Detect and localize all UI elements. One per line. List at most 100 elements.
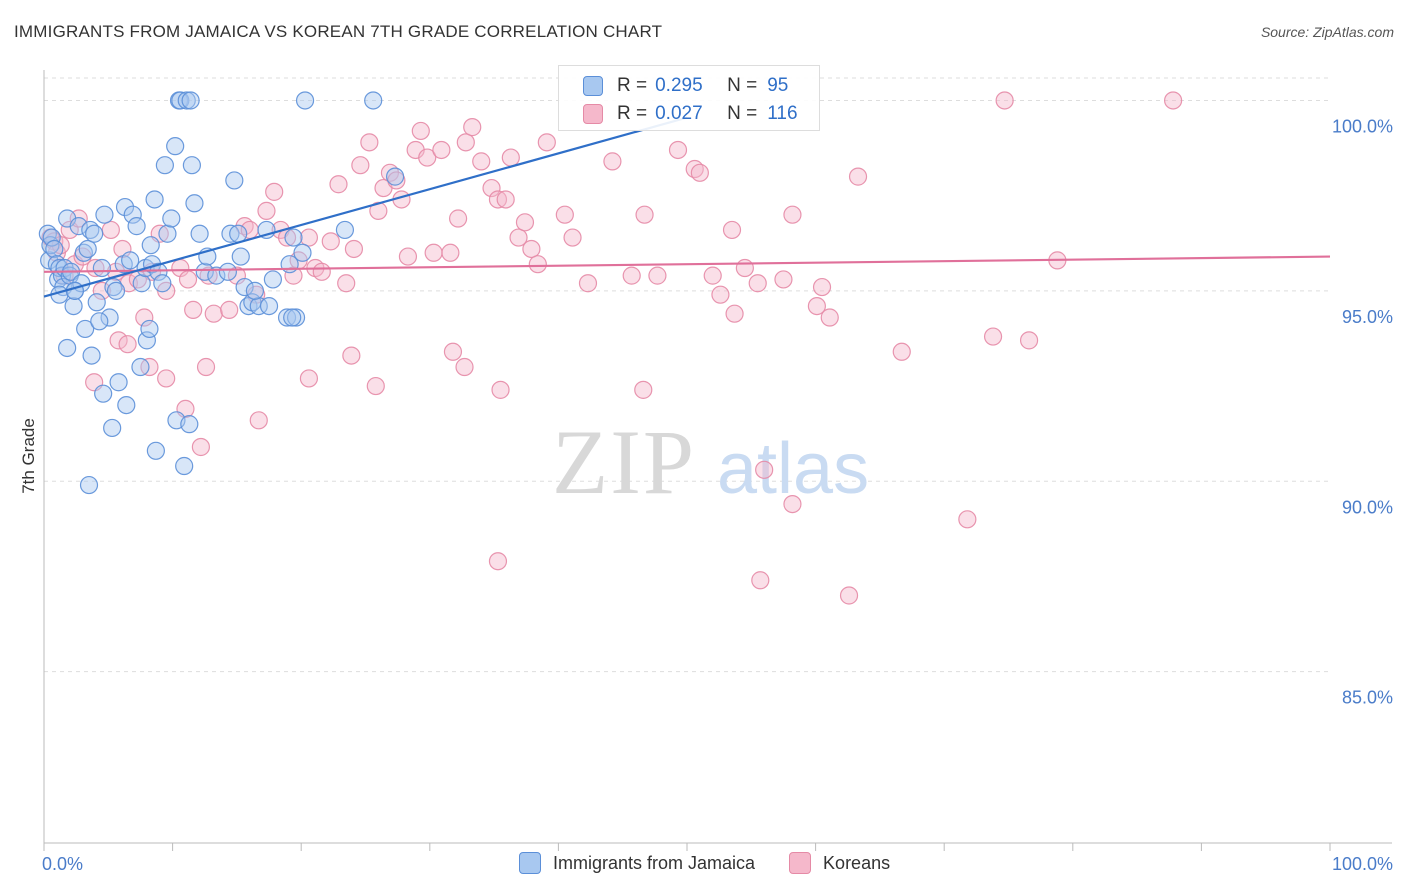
korean-point (220, 300, 239, 319)
korean-point (892, 342, 911, 361)
korean-point (299, 369, 319, 388)
korean-point (528, 255, 547, 274)
jamaica-point (141, 236, 160, 255)
korean-point (360, 133, 379, 152)
jamaica-point (185, 194, 204, 213)
korean-point (342, 346, 361, 365)
korean-point (501, 148, 520, 167)
korean-point (299, 228, 319, 247)
y-tick-label: 100.0% (1332, 116, 1393, 136)
jamaica-point (95, 205, 114, 224)
korean-point (622, 266, 641, 285)
jamaica-point (225, 171, 244, 190)
jamaica-point (263, 270, 283, 289)
korean-point (184, 300, 203, 319)
korean-point (634, 380, 653, 399)
koreans-points (41, 91, 1183, 605)
jamaica-point (181, 91, 200, 110)
jamaica-legend-label: Immigrants from Jamaica (553, 852, 756, 873)
legend-item-jamaica[interactable]: Immigrants from Jamaica (519, 852, 755, 874)
jamaica-trend-line (43, 116, 688, 298)
korean-point (424, 243, 443, 262)
jamaica-point (131, 357, 150, 377)
jamaica-point (100, 308, 119, 327)
korean-point (204, 304, 223, 323)
jamaica-point (106, 281, 126, 300)
jamaica-point (69, 217, 88, 236)
korean-point (735, 258, 754, 278)
jamaica-point (283, 308, 302, 327)
jamaica-point (132, 274, 151, 293)
jamaica-point (364, 91, 383, 110)
jamaica-point (245, 281, 265, 300)
korean-point (603, 152, 622, 171)
korean-point (455, 357, 474, 377)
source-label: Source: ZipAtlas.com (1260, 24, 1394, 40)
korean-point (463, 118, 482, 137)
axis-layer: 85.0% 90.0% 95.0% 100.0% 0.0% 100.0% 7th Grade (19, 70, 1393, 874)
korean-point (668, 140, 688, 160)
korean-point (398, 247, 418, 266)
korean-point (135, 308, 154, 327)
jamaica-point (259, 296, 279, 316)
korean-point (265, 182, 284, 201)
jamaica-point (127, 217, 146, 236)
korean-point (418, 148, 437, 167)
korean-point (537, 133, 556, 152)
jamaica-point (149, 262, 168, 281)
korean-point (748, 274, 767, 293)
korean-point (178, 270, 198, 289)
jamaica-point (87, 293, 106, 312)
jamaica-point (45, 239, 64, 259)
jamaica-point (195, 262, 214, 281)
koreans-swatch (789, 852, 812, 874)
korean-point (448, 209, 468, 228)
korean-point (118, 335, 137, 354)
jamaica-point (335, 220, 355, 240)
koreans-r-value: 0.027 (655, 103, 703, 124)
koreans-n-value: 116 (767, 103, 798, 124)
jamaica-point (146, 441, 165, 460)
jamaica-point (229, 224, 248, 243)
korean-point (441, 243, 460, 262)
korean-point (725, 304, 744, 323)
jamaica-point (153, 274, 172, 293)
jamaica-point (92, 258, 111, 278)
jamaica-point (221, 224, 240, 243)
korean-point (321, 232, 340, 251)
jamaica-point (76, 319, 95, 339)
watermark-zip: ZIP (552, 411, 696, 513)
korean-point (848, 167, 868, 186)
jamaica-point (85, 224, 104, 243)
stats-legend: R = 0.295 N = 95 R = 0.027 N = 116 (558, 65, 820, 131)
korean-point (509, 228, 528, 247)
jamaica-point (231, 247, 250, 266)
jamaica-point (162, 209, 181, 228)
series-legend: Immigrants from Jamaica Koreans (519, 852, 924, 874)
korean-point (366, 376, 385, 396)
korean-point (995, 91, 1014, 110)
jamaica-point (284, 228, 303, 247)
trend-lines (43, 116, 1331, 298)
korean-point (337, 274, 356, 293)
korean-point (488, 190, 508, 209)
legend-item-koreans[interactable]: Koreans (789, 852, 890, 874)
jamaica-point (79, 475, 99, 495)
korean-point (432, 140, 451, 160)
korean-point (703, 266, 722, 285)
koreans-swatch (583, 104, 603, 124)
jamaica-n-value: 95 (767, 75, 789, 96)
korean-point (783, 494, 802, 514)
x-tick-label-max: 100.0% (1332, 854, 1393, 874)
jamaica-point (137, 331, 156, 350)
korean-point (774, 270, 793, 289)
korean-point (488, 552, 508, 571)
jamaica-point (94, 384, 113, 403)
korean-point (755, 460, 774, 479)
jamaica-point (78, 239, 97, 259)
jamaica-point (64, 296, 83, 316)
korean-point (522, 239, 541, 259)
y-tick-label: 90.0% (1342, 497, 1393, 517)
y-axis-label: 7th Grade (19, 418, 38, 494)
korean-point (329, 175, 348, 194)
